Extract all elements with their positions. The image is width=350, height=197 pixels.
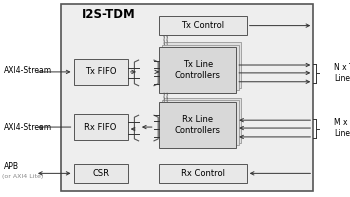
Text: AXI4-Stream: AXI4-Stream — [4, 66, 52, 75]
FancyBboxPatch shape — [164, 98, 241, 143]
Text: N x Transmit
Lines: N x Transmit Lines — [334, 63, 350, 83]
Text: Rx FIFO: Rx FIFO — [84, 123, 117, 132]
FancyBboxPatch shape — [61, 4, 313, 191]
Text: /: / — [164, 92, 170, 102]
FancyBboxPatch shape — [74, 164, 128, 183]
Text: Tx Line
Controllers: Tx Line Controllers — [175, 60, 221, 80]
Text: /: / — [162, 36, 168, 46]
FancyBboxPatch shape — [159, 102, 236, 148]
Text: Tx FIFO: Tx FIFO — [85, 67, 116, 76]
Text: Tx Control: Tx Control — [181, 21, 225, 30]
Text: CSR: CSR — [92, 169, 109, 178]
Text: Rx Line
Controllers: Rx Line Controllers — [175, 115, 221, 135]
Text: APB: APB — [4, 162, 19, 171]
Text: AXI4-Stream: AXI4-Stream — [4, 123, 52, 132]
Text: (or AXI4 Lite): (or AXI4 Lite) — [2, 174, 43, 179]
FancyBboxPatch shape — [159, 16, 247, 35]
FancyBboxPatch shape — [162, 45, 239, 90]
FancyBboxPatch shape — [162, 100, 239, 145]
Text: /: / — [162, 92, 168, 102]
FancyBboxPatch shape — [164, 42, 241, 88]
Text: Rx Control: Rx Control — [181, 169, 225, 178]
FancyBboxPatch shape — [74, 114, 128, 140]
FancyBboxPatch shape — [159, 47, 236, 93]
FancyBboxPatch shape — [159, 164, 247, 183]
Text: M x Receive
Lines: M x Receive Lines — [334, 118, 350, 138]
Text: I2S-TDM: I2S-TDM — [82, 8, 136, 21]
Text: /: / — [164, 36, 170, 46]
FancyBboxPatch shape — [74, 59, 128, 85]
